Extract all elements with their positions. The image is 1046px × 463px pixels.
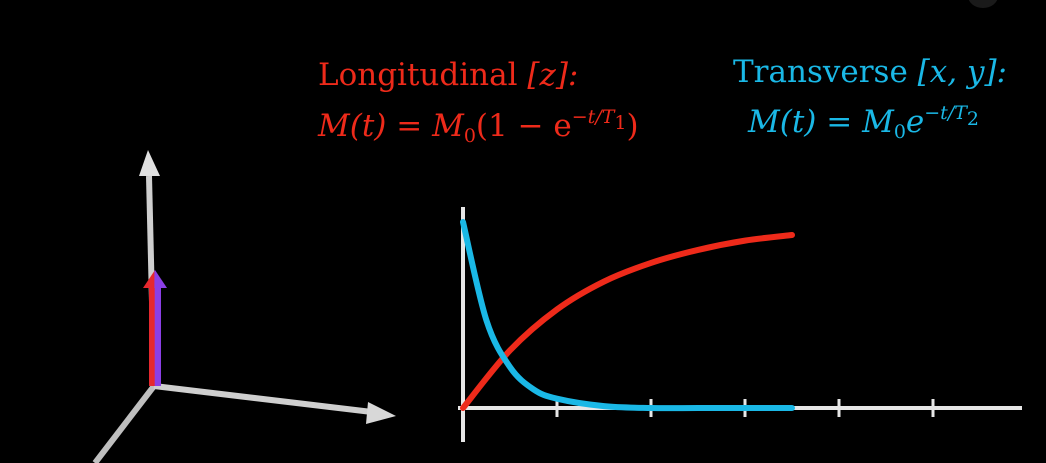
longitudinal-exponent-subscript: 1 [614,112,627,134]
transverse-formula-e: e [905,104,925,140]
longitudinal-formula: M(t) = M0(1 − e−t/T1) [318,108,639,146]
transverse-title-bracket: [x, y]: [917,54,1007,90]
longitudinal-formula-close: ) [626,108,639,144]
axis-y-arrowhead [366,402,396,424]
magnetization-vector-diagram [92,150,396,463]
transverse-title-word: Transverse [733,54,908,90]
chart-series-group [460,219,795,412]
transverse-formula: M(t) = M0e−t/T2 [748,104,979,142]
longitudinal-title-word: Longitudinal [318,57,518,93]
transverse-exponent-text: −t/T [924,102,967,124]
relaxation-chart [458,207,1022,442]
magnetization-vector-shaft [149,286,161,386]
transverse-formula-subscript: 0 [893,121,906,143]
longitudinal-formula-subscript: 0 [463,125,476,147]
longitudinal-formula-exponent: −t/T1 [571,106,627,133]
corner-blob [968,0,998,8]
transverse-title: Transverse [x, y]: [733,57,1007,88]
axis-x-3d [92,384,157,463]
longitudinal-title: Longitudinal [z]: [318,60,578,91]
transverse-exponent-subscript: 2 [966,108,979,130]
longitudinal-formula-lhs: M(t) = M [318,108,464,144]
longitudinal-formula-open: (1 − e [475,108,572,144]
longitudinal-exponent-text: −t/T [571,106,615,128]
axis-y-3d [153,383,373,415]
longitudinal-title-bracket: [z]: [527,57,579,93]
magnetization-vector-arrowhead [143,270,167,288]
transverse-formula-lhs: M(t) = M [748,104,894,140]
transverse-decay-curve [460,219,795,412]
axis-z-arrowhead [139,150,160,176]
transverse-formula-exponent: −t/T2 [924,102,979,129]
longitudinal-recovery-curve [460,232,795,411]
